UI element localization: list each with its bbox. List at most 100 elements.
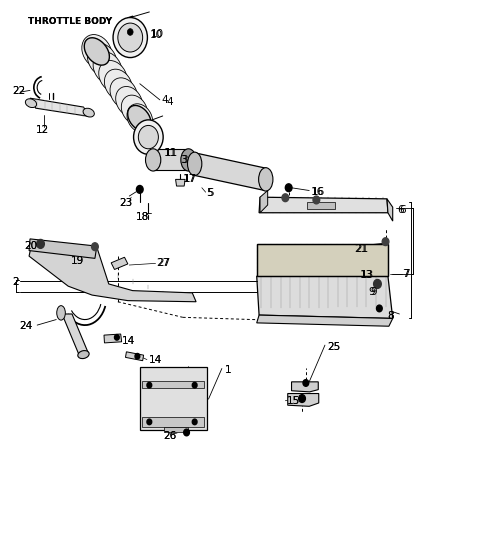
Text: 22: 22 (12, 87, 25, 97)
Polygon shape (257, 315, 393, 326)
Text: 15: 15 (287, 396, 300, 406)
Circle shape (282, 194, 288, 202)
Circle shape (376, 305, 382, 312)
Text: 4: 4 (166, 97, 173, 107)
Text: 27: 27 (157, 258, 170, 268)
Text: 27: 27 (156, 258, 170, 268)
Text: 15: 15 (287, 396, 300, 406)
Ellipse shape (57, 306, 65, 320)
Polygon shape (125, 352, 144, 361)
Polygon shape (257, 276, 393, 319)
Text: 16: 16 (311, 187, 324, 197)
Text: 8: 8 (387, 311, 394, 321)
Ellipse shape (116, 87, 143, 116)
Text: 18: 18 (136, 212, 149, 222)
Ellipse shape (145, 149, 161, 171)
Text: 6: 6 (399, 205, 406, 215)
Ellipse shape (113, 17, 147, 58)
Text: 17: 17 (184, 174, 197, 184)
Circle shape (373, 280, 381, 288)
Text: 23: 23 (120, 198, 133, 208)
Text: 8: 8 (387, 311, 394, 321)
Ellipse shape (188, 152, 202, 176)
Ellipse shape (110, 78, 137, 108)
Text: 4: 4 (161, 95, 168, 105)
Text: 2: 2 (12, 277, 19, 287)
Polygon shape (111, 257, 128, 269)
Text: 23: 23 (120, 198, 133, 208)
Ellipse shape (128, 106, 151, 131)
Ellipse shape (25, 99, 36, 107)
Text: 1: 1 (225, 364, 231, 375)
Bar (142, 381, 204, 388)
Text: 14: 14 (148, 355, 162, 365)
Bar (140, 367, 206, 430)
Polygon shape (259, 197, 388, 213)
Circle shape (192, 382, 197, 388)
Text: 5: 5 (207, 188, 214, 198)
Text: 26: 26 (164, 432, 177, 442)
Text: 25: 25 (327, 342, 340, 352)
Text: 5: 5 (206, 188, 213, 198)
Circle shape (299, 395, 305, 402)
Text: 7: 7 (402, 269, 409, 279)
Ellipse shape (83, 108, 95, 117)
Circle shape (147, 419, 152, 425)
Ellipse shape (99, 60, 127, 92)
Text: 16: 16 (312, 187, 325, 197)
Circle shape (285, 184, 292, 192)
Polygon shape (176, 179, 185, 186)
Text: THROTTLE BODY: THROTTLE BODY (28, 17, 112, 26)
Text: 10: 10 (151, 29, 164, 39)
Polygon shape (291, 382, 318, 392)
Text: 22: 22 (12, 87, 25, 97)
Ellipse shape (87, 43, 117, 77)
Polygon shape (29, 239, 97, 258)
Polygon shape (387, 199, 393, 221)
Circle shape (382, 238, 389, 245)
Polygon shape (260, 191, 268, 213)
Text: 3: 3 (180, 155, 187, 165)
Text: 12: 12 (36, 125, 49, 135)
Ellipse shape (259, 168, 273, 191)
Polygon shape (30, 98, 90, 116)
Ellipse shape (127, 104, 153, 132)
Text: 10: 10 (149, 30, 162, 40)
Text: 13: 13 (360, 270, 373, 280)
Ellipse shape (121, 95, 147, 125)
Polygon shape (29, 240, 196, 302)
Bar (142, 417, 204, 427)
Text: 14: 14 (121, 336, 135, 345)
Text: 7: 7 (403, 269, 410, 279)
Circle shape (135, 353, 140, 359)
Text: 14: 14 (121, 336, 135, 345)
Ellipse shape (138, 125, 158, 149)
Text: 24: 24 (20, 321, 33, 331)
Ellipse shape (118, 23, 143, 52)
Polygon shape (192, 153, 266, 191)
Text: 3: 3 (181, 155, 188, 165)
Text: 20: 20 (24, 241, 37, 251)
Text: 24: 24 (20, 321, 33, 331)
Text: 19: 19 (71, 255, 84, 266)
Ellipse shape (133, 120, 163, 154)
Circle shape (313, 196, 320, 204)
Text: 12: 12 (36, 125, 49, 135)
Text: 20: 20 (24, 241, 37, 251)
Circle shape (115, 335, 119, 340)
Text: 2: 2 (12, 277, 19, 287)
Text: THROTTLE BODY: THROTTLE BODY (28, 17, 112, 26)
Ellipse shape (181, 149, 196, 171)
Bar (164, 427, 188, 433)
Text: 11: 11 (164, 148, 177, 158)
Polygon shape (104, 334, 121, 343)
Ellipse shape (82, 35, 112, 68)
Circle shape (136, 186, 143, 193)
Circle shape (36, 239, 44, 248)
Circle shape (184, 429, 190, 436)
Text: 18: 18 (136, 212, 149, 222)
Bar (257, 244, 388, 276)
Text: 14: 14 (148, 355, 162, 365)
Circle shape (92, 243, 98, 250)
Ellipse shape (84, 38, 109, 65)
